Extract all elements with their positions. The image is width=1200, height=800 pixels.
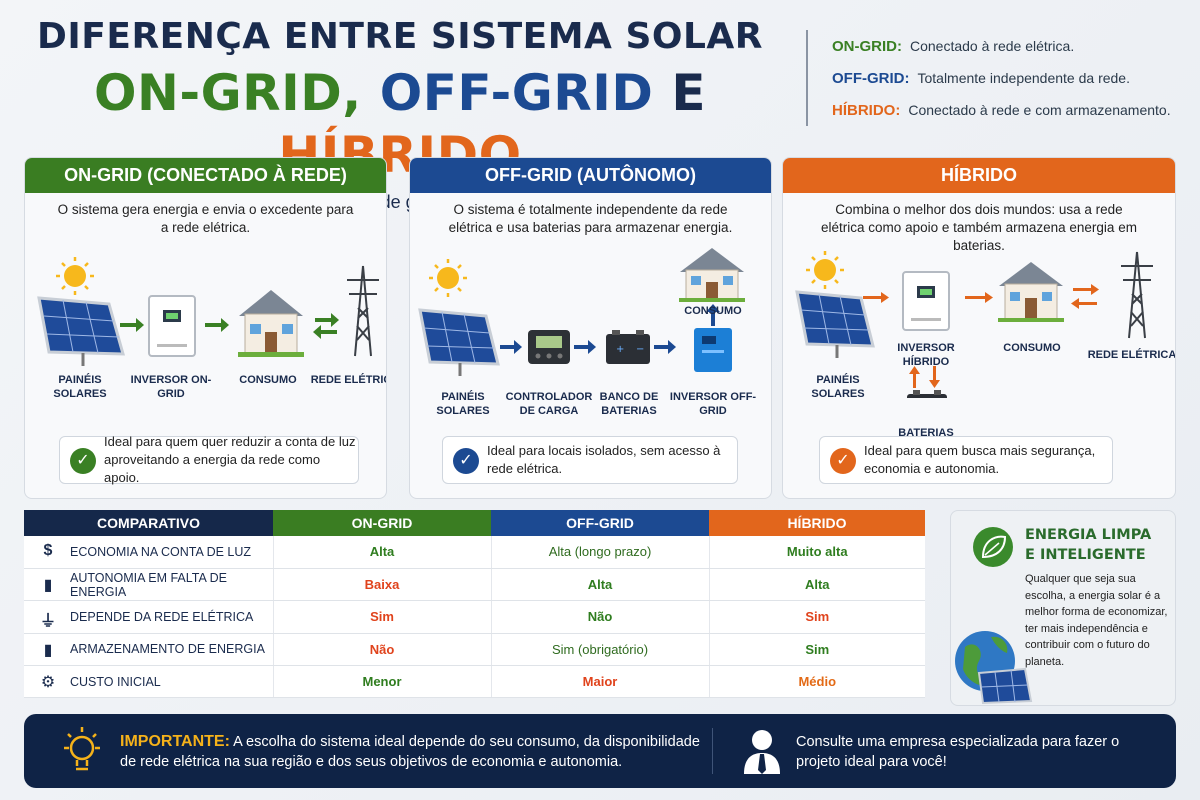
legend: ON-GRID: Conectado à rede elétrica. OFF-G… xyxy=(806,30,1171,126)
power-tower-icon xyxy=(347,265,379,357)
label-controlador: CONTROLADOR DE CARGA xyxy=(505,391,593,417)
label-baterias: BATERIAS xyxy=(898,427,954,439)
legend-hibrido: HÍBRIDO: Conectado à rede e com armazenam… xyxy=(832,101,1171,119)
th-comparativo: COMPARATIVO xyxy=(24,510,273,536)
hibrido-note: ✓ Ideal para quem busca mais segurança, … xyxy=(819,436,1113,484)
arrow-icon xyxy=(863,292,889,303)
charge-controller-icon xyxy=(528,330,570,364)
label-banco: BANCO DE BATERIAS xyxy=(599,391,659,417)
divider xyxy=(712,728,713,774)
battery-icon: ▮ xyxy=(43,576,53,594)
card-offgrid-title: OFF-GRID (AUTÔNOMO) xyxy=(410,158,771,193)
title-e: E xyxy=(671,64,706,122)
battery-icon: + − xyxy=(606,330,650,364)
house-icon xyxy=(679,248,745,302)
bidirectional-vertical-arrows-icon xyxy=(909,366,940,388)
th-hibrido: HÍBRIDO xyxy=(709,510,925,536)
important-text: IMPORTANTE: A escolha do sistema ideal d… xyxy=(120,733,700,770)
solar-panel-icon xyxy=(418,308,500,376)
label-paineis: PAINÉIS SOLARES xyxy=(53,374,107,400)
house-icon xyxy=(998,262,1064,322)
battery-icon xyxy=(907,390,947,398)
hybrid-inverter-icon xyxy=(902,271,950,331)
th-offgrid: OFF-GRID xyxy=(491,510,709,536)
important-banner: IMPORTANTE: A escolha do sistema ideal d… xyxy=(24,714,1176,788)
house-icon xyxy=(238,290,304,357)
table-row: ⚙ CUSTO INICIAL Menor Maior Médio xyxy=(24,665,925,699)
svg-text:+: + xyxy=(616,344,624,355)
label-paineis: PAINÉIS SOLARES xyxy=(811,374,865,400)
label-paineis: PAINÉIS SOLARES xyxy=(436,391,490,417)
title-ongrid: ON-GRID, xyxy=(94,64,362,122)
bidirectional-arrows-icon xyxy=(1071,284,1099,309)
card-ongrid: ON-GRID (CONECTADO À REDE) O sistema ger… xyxy=(24,157,387,499)
power-tower-icon xyxy=(1121,251,1153,339)
label-inversor: INVERSOR OFF-GRID xyxy=(669,391,757,417)
lightbulb-icon xyxy=(64,727,100,771)
card-hibrido-title: HÍBRIDO xyxy=(783,158,1175,193)
energia-illustration xyxy=(955,527,1033,705)
label-inversor: INVERSOR ON-GRID xyxy=(130,374,212,400)
hibrido-diagram xyxy=(795,251,1153,398)
offgrid-diagram: + − xyxy=(418,248,745,376)
label-consumo: CONSUMO xyxy=(684,305,742,317)
card-hibrido-desc: Combina o melhor dos dois mundos: usa a … xyxy=(821,202,1137,253)
label-rede: REDE ELÉTRICA xyxy=(1087,349,1176,361)
card-offgrid-desc: O sistema é totalmente independente da r… xyxy=(448,202,733,235)
gear-icon: ⚙ xyxy=(40,674,56,692)
label-consumo: CONSUMO xyxy=(1003,342,1061,354)
solar-panel-icon xyxy=(977,667,1033,705)
sun-icon xyxy=(56,257,94,295)
title-offgrid: OFF-GRID xyxy=(379,64,654,122)
consultant-icon xyxy=(744,730,780,774)
bidirectional-arrows-icon xyxy=(313,313,339,339)
table-row: ⏚ DEPENDE DA REDE ELÉTRICA Sim Não Sim xyxy=(24,600,925,634)
card-ongrid-title: ON-GRID (CONECTADO À REDE) xyxy=(25,158,386,193)
sun-icon xyxy=(806,251,844,289)
check-icon: ✓ xyxy=(70,448,96,474)
label-inversor: INVERSOR HÍBRIDO xyxy=(897,342,955,368)
ongrid-note: ✓ Ideal para quem quer reduzir a conta d… xyxy=(59,434,359,485)
page-title: DIFERENÇA ENTRE SISTEMA SOLAR xyxy=(36,16,763,57)
comparison-table: COMPARATIVO ON-GRID OFF-GRID HÍBRIDO $ EC… xyxy=(24,510,925,699)
table-row: ▮ AUTONOMIA EM FALTA DE ENERGIA Baixa Alt… xyxy=(24,568,925,602)
card-ongrid-desc: O sistema gera energia e envia o exceden… xyxy=(57,202,354,235)
energia-limpa-box: ENERGIA LIMPA E INTELIGENTE Qualquer que … xyxy=(950,510,1176,706)
consult-text: Consulte uma empresa especializada para … xyxy=(796,734,1120,770)
dollar-icon: $ xyxy=(43,542,53,559)
table-row: ▮ ARMAZENAMENTO DE ENERGIA Não Sim (obrig… xyxy=(24,633,925,667)
energia-text: Qualquer que seja sua escolha, a energia… xyxy=(1025,573,1168,668)
ongrid-diagram xyxy=(37,257,379,366)
solar-panel-icon xyxy=(37,296,125,366)
legend-offgrid: OFF-GRID: Totalmente independente da rede… xyxy=(832,69,1130,87)
svg-text:−: − xyxy=(636,344,644,355)
card-offgrid: OFF-GRID (AUTÔNOMO) O sistema é totalmen… xyxy=(409,157,772,499)
leaf-icon xyxy=(973,527,1013,567)
label-rede: REDE ELÉTRICA xyxy=(310,374,386,386)
arrow-icon xyxy=(574,340,596,354)
check-icon: ✓ xyxy=(830,448,856,474)
arrow-icon xyxy=(120,318,144,332)
inverter-icon xyxy=(148,295,196,357)
inverter-icon xyxy=(694,328,732,372)
check-icon: ✓ xyxy=(453,448,479,474)
battery-icon: ▮ xyxy=(43,641,53,659)
arrow-icon xyxy=(654,340,676,354)
energia-title: ENERGIA LIMPA E INTELIGENTE xyxy=(1025,527,1152,563)
th-ongrid: ON-GRID xyxy=(273,510,491,536)
arrow-icon xyxy=(205,318,229,332)
solar-panel-icon xyxy=(795,290,875,358)
offgrid-note: ✓ Ideal para locais isolados, sem acesso… xyxy=(442,436,738,484)
arrow-icon xyxy=(500,340,522,354)
arrow-icon xyxy=(965,292,993,303)
table-row: $ ECONOMIA NA CONTA DE LUZ Alta Alta (lon… xyxy=(24,536,925,569)
table-header: COMPARATIVO ON-GRID OFF-GRID HÍBRIDO xyxy=(24,510,925,536)
sun-icon xyxy=(429,259,467,297)
legend-ongrid: ON-GRID: Conectado à rede elétrica. xyxy=(832,37,1075,55)
arrow-up-icon xyxy=(706,304,720,326)
label-consumo: CONSUMO xyxy=(239,374,297,386)
plug-icon: ⏚ xyxy=(39,613,56,631)
card-hibrido: HÍBRIDO Combina o melhor dos dois mundos… xyxy=(782,157,1176,499)
